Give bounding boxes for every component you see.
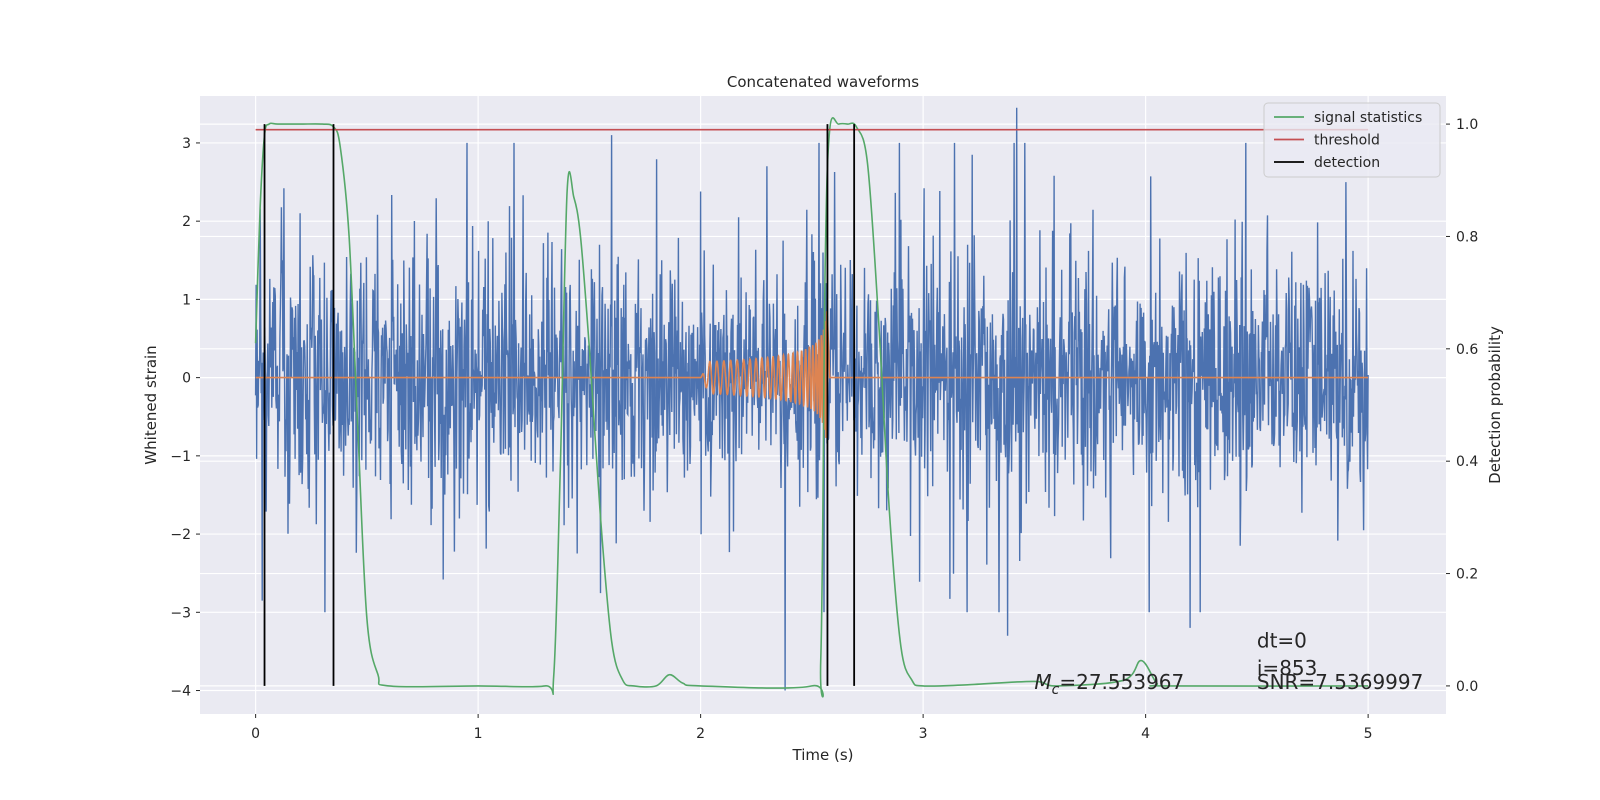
y-tick-label: −1	[170, 449, 191, 465]
annotation-text: dt=0	[1257, 629, 1307, 653]
legend-label: signal statistics	[1314, 110, 1422, 126]
y2-tick-label: 1.0	[1456, 117, 1478, 133]
y2-axis-title: Detection probability	[1486, 326, 1504, 484]
annotation-value: =27.553967	[1059, 670, 1184, 694]
y-tick-label: 2	[182, 214, 191, 230]
y2-tick-label: 0.2	[1456, 567, 1478, 583]
y2-tick-label: 0.4	[1456, 454, 1478, 470]
series-chirp-line	[255, 311, 1369, 438]
series-layer	[254, 107, 1369, 698]
y-tick-label: −2	[170, 527, 191, 543]
annotation-symbol: M	[1034, 670, 1051, 694]
x-tick-label: 1	[474, 726, 483, 742]
x-tick-label: 3	[919, 726, 928, 742]
x-tick-label: 5	[1364, 726, 1373, 742]
y2-tick-label: 0.6	[1456, 342, 1478, 358]
series-whitened-strain-line	[254, 107, 1369, 691]
y2-tick-label: 0.0	[1456, 679, 1478, 695]
y-tick-label: 1	[182, 292, 191, 308]
annotation-text: Mc=27.553967	[1034, 670, 1184, 698]
y2-tick-label: 0.8	[1456, 229, 1478, 245]
x-tick-label: 4	[1141, 726, 1150, 742]
annotation-text: SNR=7.5369997	[1257, 670, 1423, 694]
y-axis-title: Whitened strain	[142, 345, 160, 464]
axes: 0 1 2 3 4 5 3 2 1 0 −1 −2 −3 −4 1.0 0.8 0.6 0.4 0.2 0.0	[170, 117, 1478, 742]
y-tick-label: −3	[170, 605, 191, 621]
x-tick-label: 2	[696, 726, 705, 742]
legend-label: threshold	[1314, 133, 1380, 149]
y-tick-label: 3	[182, 136, 191, 152]
x-axis-title: Time (s)	[792, 746, 854, 764]
chart-title: Concatenated waveforms	[727, 73, 919, 91]
annotation-subscript: c	[1052, 682, 1060, 698]
y-tick-label: 0	[182, 371, 191, 387]
legend-label: detection	[1314, 155, 1380, 171]
legend-box	[1263, 102, 1441, 178]
y-tick-label: −4	[170, 684, 191, 700]
legend: signal statistics threshold detection	[1263, 102, 1441, 178]
x-tick-label: 0	[251, 726, 260, 742]
series-signal-statistics-line	[254, 117, 1369, 698]
annotation-text: i=853	[1257, 656, 1318, 680]
